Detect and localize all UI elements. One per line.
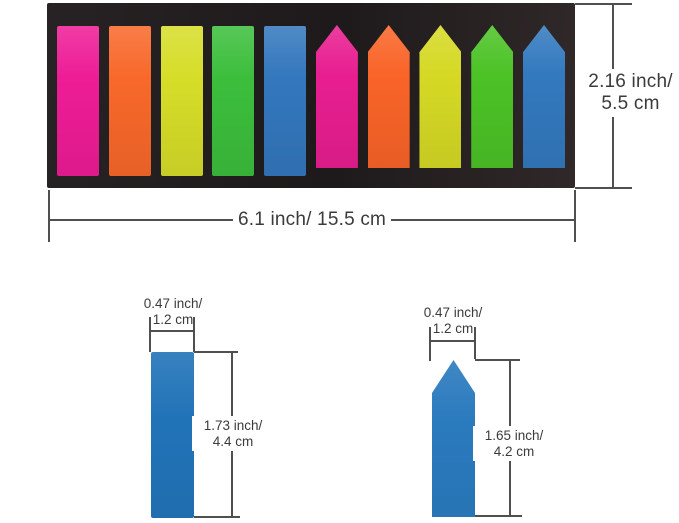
arrow-tab-sample [432, 360, 475, 517]
rect-tab-width-dim-line [149, 330, 194, 332]
arrow-tab-height-dim-label: 1.65 inch/ 4.2 cm [473, 426, 555, 461]
rect-tab-width-dim-left-tick [149, 317, 151, 352]
arrow-tab-width-cm: 1.2 cm [432, 320, 474, 336]
board-height-inches: 2.16 inch/ [588, 71, 673, 92]
rect-tab-width-cm: 1.2 cm [152, 311, 194, 327]
arrow-tab-height-inches: 1.65 inch/ [484, 428, 544, 443]
arrow-tab-height-dim-top-cap [475, 359, 520, 361]
tab-yellow-rect [160, 26, 203, 176]
rect-tab-sample [151, 352, 194, 518]
arrow-tab-width-dim-right-tick [474, 327, 476, 359]
tab-green-rect [212, 26, 255, 176]
tab-blue-arrow [523, 25, 566, 168]
arrow-tab-width-inches: 0.47 inch/ [423, 305, 483, 320]
board-height-dim-top-cap [575, 3, 632, 5]
arrow-tab-width-dim-label: 0.47 inch/ 1.2 cm [408, 305, 498, 336]
rect-tab-width-dim-label: 0.47 inch/ 1.2 cm [128, 296, 218, 327]
rect-tab-height-inches: 1.73 inch/ [203, 418, 263, 433]
board-height-dim-label: 2.16 inch/ 5.5 cm [582, 69, 679, 117]
board-width-dim-label: 6.1 inch/ 15.5 cm [233, 208, 391, 232]
board-width-dim-left-tick [48, 190, 50, 242]
tab-pink-arrow [315, 25, 358, 168]
tab-green-arrow [471, 25, 514, 168]
rect-tab-height-dim-top-cap [194, 351, 238, 353]
arrow-tab-width-dim-left-tick [429, 327, 431, 361]
rect-tab-width-dim-right-tick [193, 317, 195, 352]
board-height-cm: 5.5 cm [601, 93, 660, 114]
sticky-tabs-board [47, 3, 575, 188]
rect-tab-height-dim-bottom-cap [194, 516, 240, 518]
tab-blue-rect [264, 26, 307, 176]
arrow-tab-width-dim-line [429, 340, 475, 342]
rect-tab-height-cm: 4.4 cm [212, 433, 254, 449]
rect-tab-height-dim-label: 1.73 inch/ 4.4 cm [192, 416, 274, 451]
board-height-dim-bottom-cap [575, 187, 632, 189]
tab-orange-rect [108, 26, 151, 176]
arrow-tab-height-dim-bottom-cap [475, 515, 522, 517]
board-width-dim-right-tick [574, 190, 576, 242]
tab-pink-rect [57, 26, 99, 176]
arrow-tab-height-cm: 4.2 cm [493, 443, 535, 459]
tab-yellow-arrow [419, 25, 462, 168]
tab-orange-arrow [367, 25, 410, 168]
rect-tab-width-inches: 0.47 inch/ [143, 296, 203, 311]
